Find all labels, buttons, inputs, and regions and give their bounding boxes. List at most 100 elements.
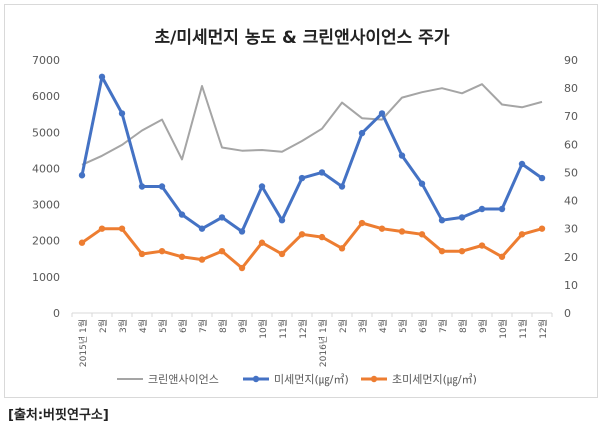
series-1-point [298,174,306,182]
series-2-point [478,242,486,249]
series-1-point [498,205,506,213]
chart-area: 초/미세먼지 농도 & 크린앤사이언스 주가 0 1000 2000 3000 4000… [4,4,598,398]
x-tick-label: 2월 [337,319,349,333]
series-1-point [458,214,466,221]
y-left-tick-label: 5000 [32,126,60,139]
y-right-tick-label: 60 [564,138,578,151]
x-tick-label: 3월 [357,319,369,333]
series-2-point [258,239,266,246]
y-left-tick-label: 2000 [32,235,60,248]
x-tick-label: 11월 [517,319,529,339]
series-1-point [238,228,246,235]
legend-marker-1 [252,375,260,383]
series-2-point [498,253,506,260]
series-2-point [538,225,546,232]
series-2-point [198,256,206,263]
series-2-point [178,253,186,260]
y-left-tick-label: 3000 [32,199,60,212]
series-1-point [218,214,226,221]
series-2-point [298,231,306,238]
x-tick-label: 2015년 1월 [77,319,89,367]
series-2-point [378,225,386,232]
series-line-0 [81,83,543,166]
series-1-point [538,174,546,182]
series-1-point [98,73,106,81]
x-tick-label: 4월 [137,319,149,333]
x-tick-label: 9월 [237,319,249,333]
y-right-tick-label: 90 [564,54,578,67]
y-left-tick-label: 4000 [32,162,60,175]
y-left-tick-label: 0 [53,307,60,320]
series-1-point [518,160,526,168]
series-1-point [258,183,266,190]
series-2-point [118,225,126,232]
y-right-tick-label: 50 [564,166,578,179]
x-tick-label: 8월 [217,319,229,333]
series-1-point [78,172,86,179]
x-tick-label: 6월 [177,319,189,333]
x-tick-label: 12월 [537,319,549,339]
x-tick-label: 2016년 1월 [317,319,329,367]
series-2-point [318,233,326,241]
series-2-point [338,245,346,252]
x-tick-label: 6월 [417,319,429,333]
series-2-point [98,225,106,232]
x-tick-label: 4월 [377,319,389,333]
x-tick-label: 5월 [157,319,169,333]
axes-layer: 0 1000 2000 3000 4000 5000 6000 7000 0 10 20 30 40 50… [32,54,578,367]
series-line-2 [81,221,543,270]
series-1-point [138,183,146,190]
series-1-point [198,225,206,232]
series-1-point [338,183,346,190]
y-right-tick-label: 10 [564,279,578,292]
series-1-point [118,110,126,117]
series-2-point [518,231,526,238]
y-right-tick-label: 80 [564,82,578,95]
x-tick-label: 7월 [197,319,209,333]
y-right-tick-label: 70 [564,110,578,123]
series-2-point [218,247,226,255]
legend-label-1: 미세먼지(㎍/㎥) [274,373,349,386]
series-1-point [418,180,426,187]
series-2-point [78,239,86,246]
series-1-point [158,183,166,190]
series-1-point [278,217,286,224]
series-2-point [358,219,366,227]
y-right-tick-label: 40 [564,195,578,208]
legend: 크린앤사이언스 미세먼지(㎍/㎥) 초미세먼지(㎍/㎥) [117,373,477,386]
series-2-point [138,250,146,258]
y-right-tick-label: 30 [564,223,578,236]
chart-svg: 초/미세먼지 농도 & 크린앤사이언스 주가 0 1000 2000 3000 4000… [32,28,578,386]
series-2-point [278,250,286,258]
series-2-point [398,228,406,235]
x-tick-label: 11월 [277,319,289,339]
series-2-point [418,231,426,238]
series-1-point [178,211,186,218]
series-layer [78,73,546,272]
x-tick-label: 12월 [297,319,309,339]
legend-label-0: 크린앤사이언스 [148,373,219,386]
series-1-point [478,205,486,213]
y-left-tick-label: 1000 [32,271,60,284]
series-1-point [398,152,406,159]
legend-label-2: 초미세먼지(㎍/㎥) [392,373,477,386]
legend-marker-2 [370,375,378,383]
series-2-point [458,247,466,255]
x-tick-label: 8월 [457,319,469,333]
series-2-point [238,264,246,272]
chart-title: 초/미세먼지 농도 & 크린앤사이언스 주가 [155,28,450,48]
y-left-tick-label: 6000 [32,90,60,103]
x-tick-label: 7월 [437,319,449,333]
x-tick-label: 3월 [117,319,129,333]
series-1-point [438,217,446,224]
x-tick-label: 9월 [477,319,489,333]
series-2-point [158,247,166,255]
series-1-point [378,110,386,117]
x-tick-label: 10월 [257,319,269,339]
source-label: [출처:버핏연구소] [8,408,109,423]
y-right-tick-label: 0 [564,307,571,320]
series-1-point [358,129,366,137]
x-tick-label: 5월 [397,319,409,333]
y-left-tick-label: 7000 [32,54,60,67]
x-tick-label: 2월 [97,319,109,333]
